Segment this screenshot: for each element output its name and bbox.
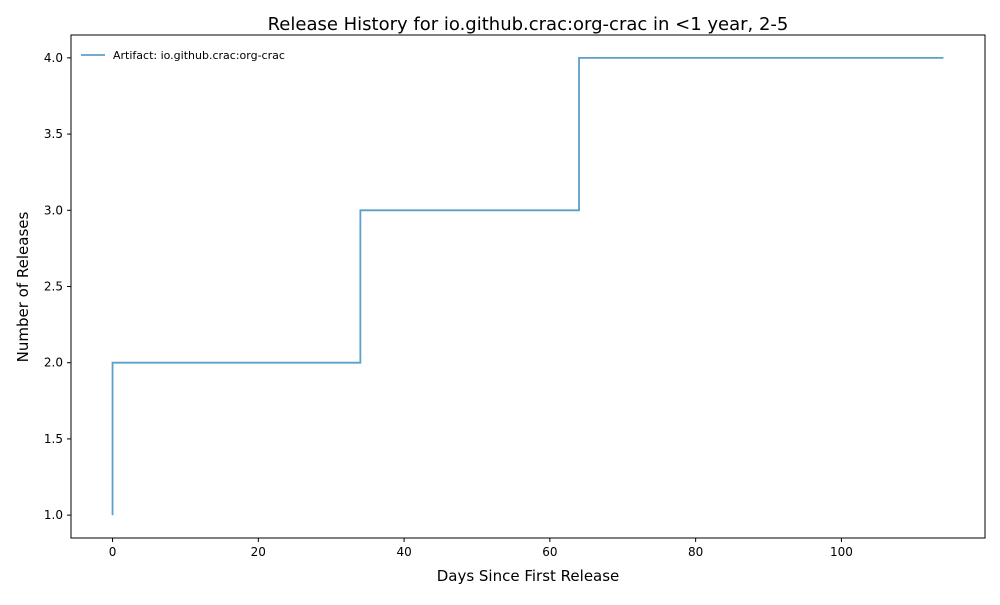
y-axis: 1.0 1.5 2.0 2.5 3.0 3.5 4.0	[44, 51, 71, 522]
x-tick-label: 40	[396, 545, 411, 559]
chart-title: Release History for io.github.crac:org-c…	[268, 14, 789, 35]
x-tick-label: 80	[688, 545, 703, 559]
legend-label: Artifact: io.github.crac:org-crac	[113, 49, 285, 62]
y-tick-label: 1.5	[44, 432, 63, 446]
y-tick-label: 1.0	[44, 508, 63, 522]
x-tick-label: 0	[109, 545, 117, 559]
x-axis: 0 20 40 60 80 100	[109, 538, 853, 559]
y-tick-label: 3.5	[44, 127, 63, 141]
x-axis-label: Days Since First Release	[437, 567, 620, 585]
y-tick-label: 2.5	[44, 280, 63, 294]
x-tick-label: 100	[830, 545, 853, 559]
x-tick-label: 60	[542, 545, 557, 559]
y-axis-label: Number of Releases	[14, 211, 32, 362]
legend: Artifact: io.github.crac:org-crac	[81, 49, 285, 62]
y-tick-label: 4.0	[44, 51, 63, 65]
plot-frame	[70, 34, 986, 539]
series-layer	[111, 56, 944, 516]
x-tick-label: 20	[251, 545, 266, 559]
y-tick-label: 3.0	[44, 203, 63, 217]
y-tick-label: 2.0	[44, 356, 63, 370]
series-line-0	[111, 56, 944, 516]
